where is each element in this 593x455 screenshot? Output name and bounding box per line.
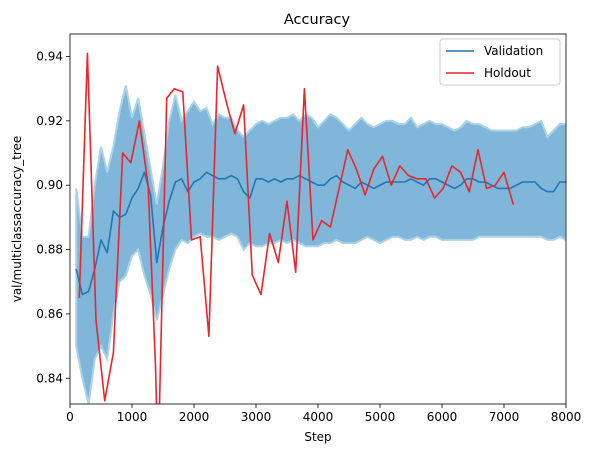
x-tick-label: 1000 — [117, 410, 148, 424]
y-axis-label: val/multiclassaccuracy_tree — [10, 136, 24, 303]
x-tick-label: 0 — [66, 410, 74, 424]
legend-label-validation: Validation — [484, 44, 543, 58]
x-tick-label: 2000 — [179, 410, 210, 424]
x-tick-label: 7000 — [489, 410, 520, 424]
y-tick-label: 0.90 — [36, 178, 63, 192]
chart-title: Accuracy — [284, 12, 351, 28]
y-tick-label: 0.92 — [36, 114, 63, 128]
x-tick-label: 3000 — [241, 410, 272, 424]
y-tick-label: 0.84 — [36, 371, 63, 385]
x-tick-label: 4000 — [303, 410, 334, 424]
series-line-holdout — [78, 52, 515, 404]
plot-area — [75, 52, 566, 404]
y-tick-label: 0.88 — [36, 243, 63, 257]
y-axis: 0.84 0.86 0.88 0.90 0.92 0.94 — [36, 50, 70, 385]
legend-label-holdout: Holdout — [484, 66, 531, 80]
x-tick-label: 5000 — [365, 410, 396, 424]
y-tick-label: 0.94 — [36, 50, 63, 64]
x-tick-label: 8000 — [551, 410, 582, 424]
x-tick-label: 6000 — [427, 410, 458, 424]
x-axis-label: Step — [304, 430, 331, 444]
validation-band — [75, 85, 566, 404]
y-tick-label: 0.86 — [36, 307, 63, 321]
legend: Validation Holdout — [439, 38, 561, 86]
x-axis: 0 1000 2000 3000 4000 5000 6000 7000 8000 — [66, 404, 581, 424]
